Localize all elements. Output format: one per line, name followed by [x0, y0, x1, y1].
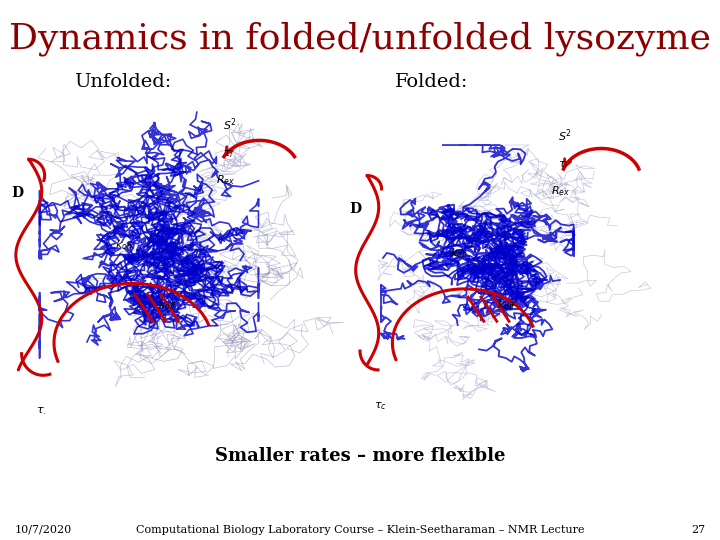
Text: $k_{off}$: $k_{off}$	[158, 298, 178, 312]
Text: Folded:: Folded:	[395, 73, 469, 91]
Text: Dynamics in folded/unfolded lysozyme: Dynamics in folded/unfolded lysozyme	[9, 22, 711, 56]
Text: $k_{on}$: $k_{on}$	[450, 246, 467, 260]
Text: $k_{off}$: $k_{off}$	[497, 298, 516, 312]
Text: $k_{on}$: $k_{on}$	[115, 238, 132, 252]
Text: $S^2$: $S^2$	[558, 127, 572, 144]
Text: Unfolded:: Unfolded:	[73, 73, 171, 91]
Text: $\tau_i$: $\tau_i$	[558, 159, 569, 171]
Text: 27: 27	[691, 524, 706, 535]
Text: $S^2$: $S^2$	[223, 117, 237, 133]
Text: Smaller rates – more flexible: Smaller rates – more flexible	[215, 447, 505, 465]
Text: D: D	[349, 202, 361, 217]
Text: $\tau_.$: $\tau_.$	[36, 405, 46, 417]
Text: Computational Biology Laboratory Course – Klein-Seetharaman – NMR Lecture: Computational Biology Laboratory Course …	[136, 524, 584, 535]
Text: 10/7/2020: 10/7/2020	[14, 524, 72, 535]
Text: $\tau_c$: $\tau_c$	[374, 400, 387, 411]
Text: $\tau_i$: $\tau_i$	[223, 148, 234, 160]
Text: $R_{ex}$: $R_{ex}$	[216, 173, 235, 187]
Text: D: D	[11, 186, 23, 200]
Text: $R_{ex}$: $R_{ex}$	[551, 184, 570, 198]
